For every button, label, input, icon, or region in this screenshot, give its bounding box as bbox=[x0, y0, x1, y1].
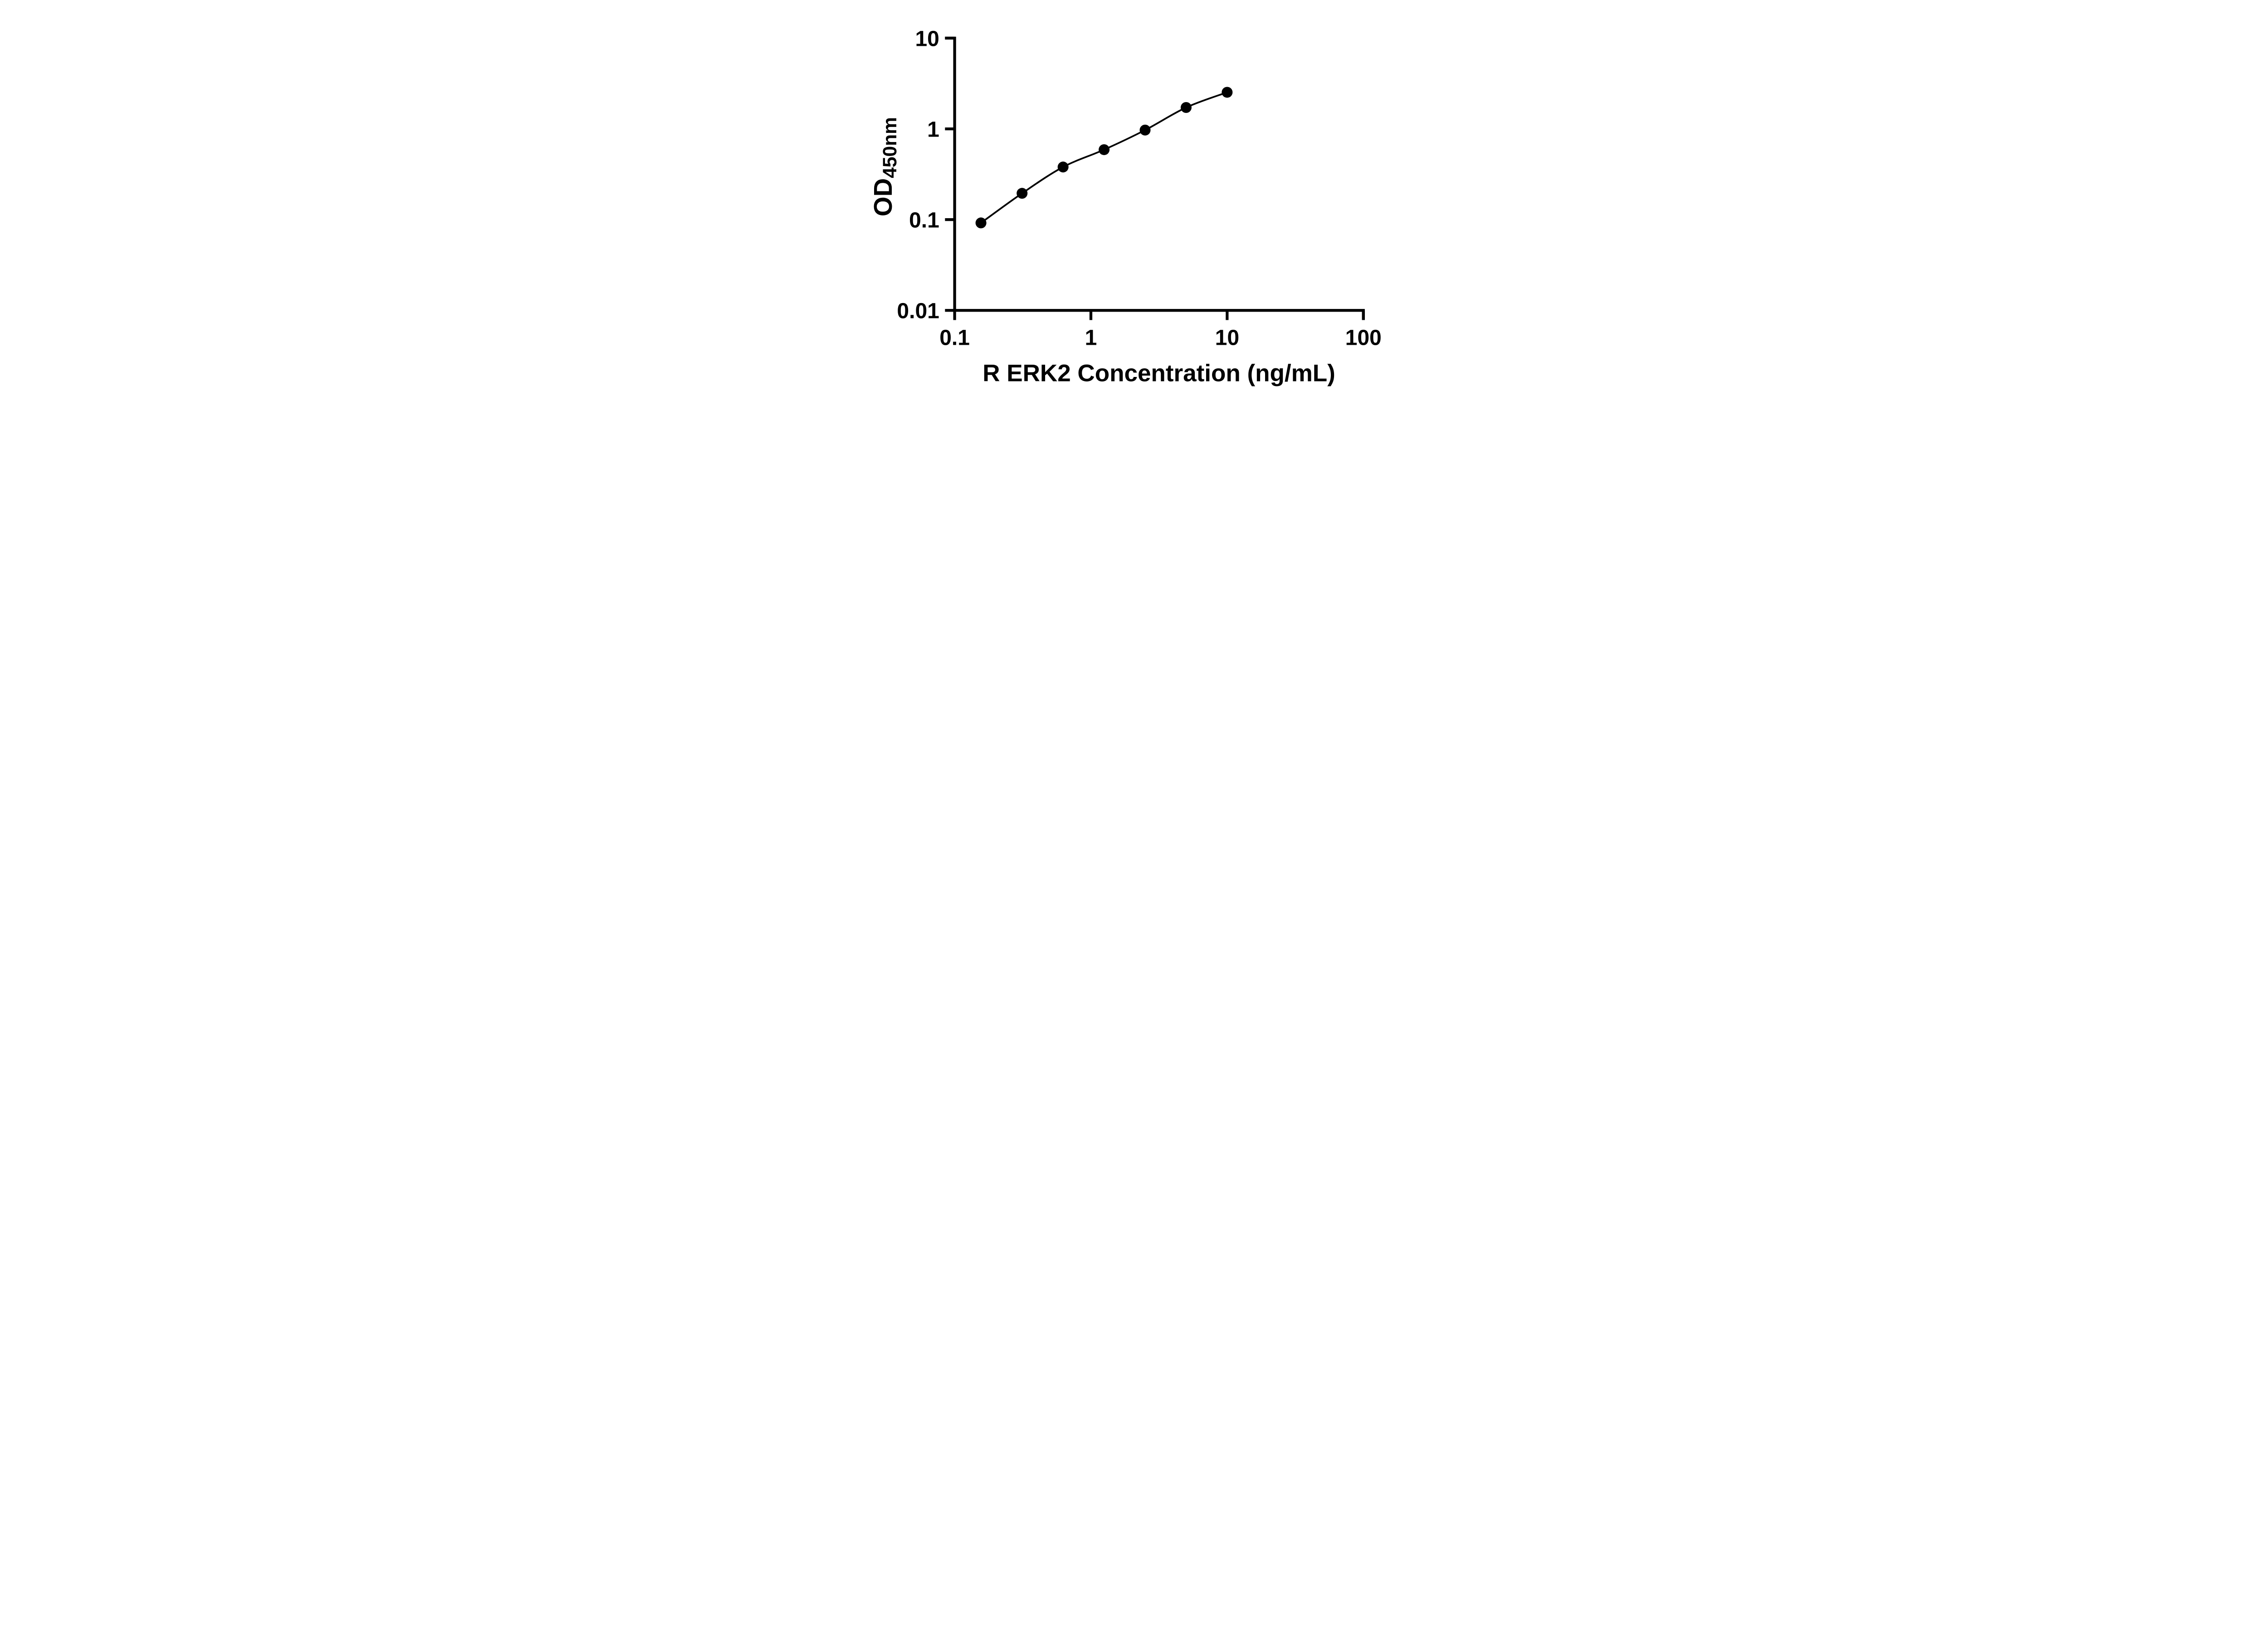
data-point-5 bbox=[1180, 102, 1192, 113]
data-point-2 bbox=[1057, 161, 1069, 173]
y-tick-label-0.1: 0.1 bbox=[909, 208, 939, 232]
x-tick-label-1: 1 bbox=[1085, 326, 1097, 350]
axes-frame bbox=[945, 36, 1365, 320]
data-point-1 bbox=[1017, 188, 1028, 199]
data-point-0 bbox=[975, 217, 987, 229]
data-point-4 bbox=[1139, 124, 1151, 136]
elisa-standard-curve-figure: 0.01 0.1 1 10 0.1 1 10 100 R ERK2 Concentration… bbox=[842, 0, 1426, 409]
curve-layer bbox=[980, 91, 1228, 224]
y-axis-title: OD450nm bbox=[869, 117, 901, 216]
x-tick-label-10: 10 bbox=[1215, 326, 1239, 350]
y-tick-label-10: 10 bbox=[915, 27, 939, 51]
x-tick-label-100: 100 bbox=[1345, 326, 1382, 350]
y-axis-title-sub: 450nm bbox=[880, 117, 901, 178]
tick-layer bbox=[945, 36, 1365, 320]
x-tick-label-0.1: 0.1 bbox=[939, 326, 970, 350]
fit-curve bbox=[980, 91, 1228, 224]
point-layer bbox=[975, 87, 1233, 229]
y-tick-label-0.01: 0.01 bbox=[897, 299, 939, 323]
y-axis-title-main: OD bbox=[869, 178, 897, 216]
data-point-6 bbox=[1222, 87, 1233, 98]
y-tick-label-1: 1 bbox=[927, 117, 939, 142]
data-point-3 bbox=[1099, 144, 1110, 155]
axes-layer bbox=[945, 36, 1365, 320]
x-axis-title: R ERK2 Concentration (ng/mL) bbox=[982, 360, 1335, 386]
